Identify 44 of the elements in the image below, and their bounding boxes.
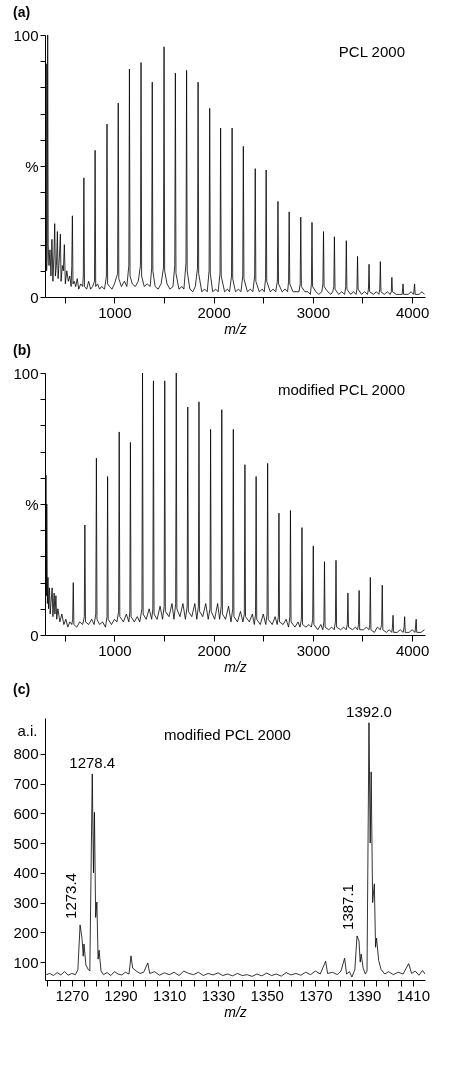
y-tick-label: % bbox=[25, 495, 39, 513]
annotation: 1392.0 bbox=[346, 702, 392, 720]
annotation: 1387.1 bbox=[339, 884, 357, 930]
x-axis-title: m/z bbox=[224, 320, 247, 337]
y-tick-label: 100 bbox=[13, 364, 39, 382]
y-tick-label: 400 bbox=[13, 864, 39, 882]
y-tick-label: 100 bbox=[13, 26, 39, 44]
x-tick-label: 1000 bbox=[98, 303, 132, 321]
y-tick-label: 300 bbox=[13, 894, 39, 912]
x-tick-label: 1000 bbox=[98, 641, 132, 659]
y-tick-label: 100 bbox=[13, 953, 39, 971]
chart-title: (a) bbox=[12, 4, 31, 20]
x-tick-label: 2000 bbox=[197, 303, 231, 321]
annotation: 1278.4 bbox=[69, 753, 116, 771]
y-tick-label: 600 bbox=[13, 804, 39, 822]
y-tick-label: 500 bbox=[13, 834, 39, 852]
chart-title: (b) bbox=[12, 342, 31, 358]
y-tick-label: 200 bbox=[13, 923, 39, 941]
chart-title: (c) bbox=[12, 680, 31, 697]
y-tick-label: % bbox=[25, 157, 39, 175]
y-tick-label: 0 bbox=[30, 288, 39, 306]
y-tick-label: 800 bbox=[13, 745, 39, 763]
x-tick-label: 1410 bbox=[396, 986, 431, 1004]
x-tick-label: 1270 bbox=[55, 986, 89, 1004]
x-tick-label: 4000 bbox=[395, 303, 430, 321]
x-tick-label: 2000 bbox=[197, 641, 231, 659]
x-axis-title: m/z bbox=[224, 1003, 247, 1020]
annotation: modified PCL 2000 bbox=[163, 726, 291, 743]
x-tick-label: 1350 bbox=[250, 986, 284, 1004]
x-tick-label: 1390 bbox=[347, 986, 382, 1004]
x-tick-label: 1310 bbox=[153, 986, 187, 1004]
x-tick-label: 3000 bbox=[296, 303, 331, 321]
x-axis-title: m/z bbox=[224, 658, 247, 675]
y-tick-label: 700 bbox=[13, 775, 39, 792]
x-tick-label: 4000 bbox=[395, 641, 430, 659]
annotation: 1273.4 bbox=[62, 873, 80, 919]
y-tick-label: 0 bbox=[30, 626, 39, 644]
x-tick-label: 3000 bbox=[296, 641, 331, 659]
x-tick-label: 1330 bbox=[201, 986, 236, 1004]
annotation: PCL 2000 bbox=[338, 43, 405, 60]
annotation: modified PCL 2000 bbox=[277, 381, 405, 398]
x-tick-label: 1370 bbox=[299, 986, 333, 1004]
y-axis-title: a.i. bbox=[17, 721, 38, 739]
x-tick-label: 1290 bbox=[104, 986, 138, 1004]
